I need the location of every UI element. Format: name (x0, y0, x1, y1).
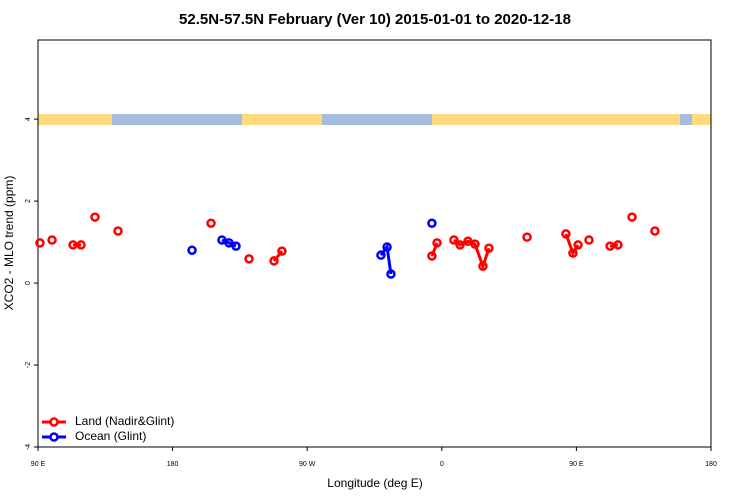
point (478, 261, 488, 271)
y-tick-label: -2 (25, 362, 32, 368)
point (561, 229, 571, 239)
point (470, 239, 480, 249)
x-tick-label: 90 W (299, 461, 316, 468)
point (432, 238, 442, 248)
point (113, 226, 123, 236)
point (455, 240, 465, 250)
point (449, 235, 459, 245)
point (47, 235, 57, 245)
x-tick-label: 180 (705, 461, 717, 468)
point (573, 240, 583, 250)
x-tick-label: 90 E (31, 461, 46, 468)
x-tick-label: 90 E (569, 461, 584, 468)
chart-title: 52.5N-57.5N February (Ver 10) 2015-01-01… (179, 11, 571, 28)
y-tick-label: 2 (25, 199, 32, 203)
point (427, 251, 437, 261)
point (584, 235, 594, 245)
x-axis-label: Longitude (deg E) (327, 476, 422, 490)
point (427, 218, 437, 228)
point (568, 248, 578, 258)
point (613, 240, 623, 250)
point (277, 246, 287, 256)
point (376, 250, 386, 260)
map-strip (38, 114, 711, 125)
series-line (272, 250, 284, 262)
point (484, 243, 494, 253)
point (206, 218, 216, 228)
point (187, 245, 197, 256)
y-tick-label: -4 (25, 444, 32, 450)
point (650, 226, 660, 236)
point (382, 242, 392, 252)
point (224, 238, 234, 248)
point (35, 238, 45, 248)
y-axis-label: XCO2 - MLO trend (ppm) (2, 176, 16, 311)
plot-frame (37, 39, 712, 448)
point (386, 269, 396, 279)
y-tick-label: 4 (25, 117, 32, 121)
x-tick-label: 180 (167, 461, 179, 468)
legend-marker (49, 417, 59, 427)
point (627, 212, 637, 222)
legend-marker (49, 432, 59, 442)
point (522, 232, 532, 242)
x-tick-label: 0 (440, 461, 444, 468)
point (76, 240, 86, 250)
point (90, 212, 100, 222)
legend-label: Land (Nadir&Glint) (75, 414, 174, 428)
point (244, 254, 254, 264)
point (269, 256, 279, 266)
y-tick-label: 0 (25, 281, 32, 285)
point (231, 241, 241, 251)
legend-label: Ocean (Glint) (75, 429, 146, 443)
